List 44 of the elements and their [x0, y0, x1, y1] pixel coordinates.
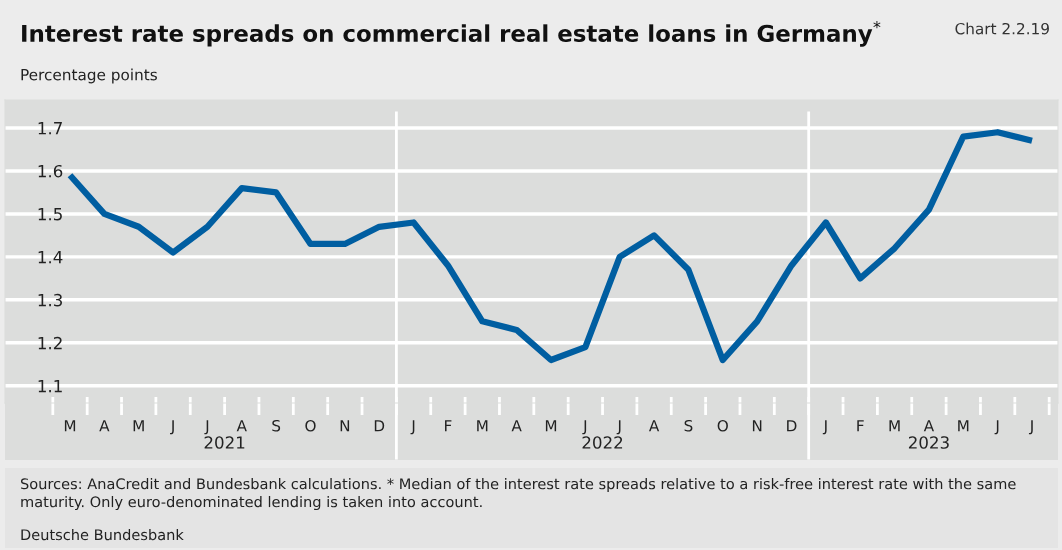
source-note: Sources: AnaCredit and Bundesbank calculations. * Median of the interest rate spreads relative to a risk-free interest rate with the same maturity. Only euro-denominated lending is taken into account. [20, 478, 1016, 511]
x-tick-label: J [994, 420, 999, 435]
x-tick-label: N [752, 420, 762, 432]
x-tick-label: J [204, 420, 209, 435]
caption: Chart 2.2.19 [955, 22, 1049, 35]
chart-subtitle: Percentage points [21, 68, 157, 84]
y-tick-label: 1.2 [38, 336, 62, 350]
x-tick-label: N [340, 420, 350, 432]
x-tick-label: M [958, 420, 969, 432]
y-tick-label: 1.7 [38, 122, 62, 135]
y-tick-label: 1.6 [38, 164, 63, 178]
chart-title: Interest rate spreads on commercial real estate loans in Germany$^{*}$ [22, 21, 881, 47]
x-tick-label: A [648, 420, 660, 432]
y-tick-label: 1.3 [38, 293, 62, 307]
x-tick-label: J [616, 420, 621, 435]
x-tick-label: O [717, 419, 728, 432]
x-tick-label: J [410, 420, 415, 435]
x-tick-label: J [822, 420, 827, 435]
x-tick-label: D [787, 420, 797, 432]
text: 2023 [908, 436, 949, 449]
x-tick-label: M [889, 420, 900, 432]
x-tick-label: A [511, 420, 522, 432]
x-tick-label: J [582, 420, 587, 435]
x-tick-label: O [305, 419, 316, 432]
x-tick-label: A [923, 420, 935, 432]
x-tick-label: S [684, 419, 693, 432]
text: 2021 [204, 436, 245, 449]
x-tick-label: F [445, 420, 452, 432]
x-tick-label: M [133, 420, 144, 432]
x-tick-label: A [236, 420, 247, 432]
x-tick-label: M [477, 420, 488, 432]
x-tick-label: S [272, 419, 281, 432]
y-tick-label: 1.1 [38, 379, 62, 393]
text: Deutsche Bundesbank [21, 528, 184, 541]
x-tick-label: F [857, 420, 864, 432]
x-tick-label: A [99, 420, 110, 432]
y-tick-label: 1.5 [38, 208, 62, 221]
x-tick-label: M [545, 420, 557, 432]
text: 2022 [582, 436, 623, 449]
x-tick-label: J [170, 420, 174, 435]
x-tick-label: M [64, 420, 76, 432]
x-tick-label: J [1028, 420, 1033, 435]
y-tick-label: 1.4 [38, 251, 63, 264]
x-tick-label: D [374, 420, 385, 432]
